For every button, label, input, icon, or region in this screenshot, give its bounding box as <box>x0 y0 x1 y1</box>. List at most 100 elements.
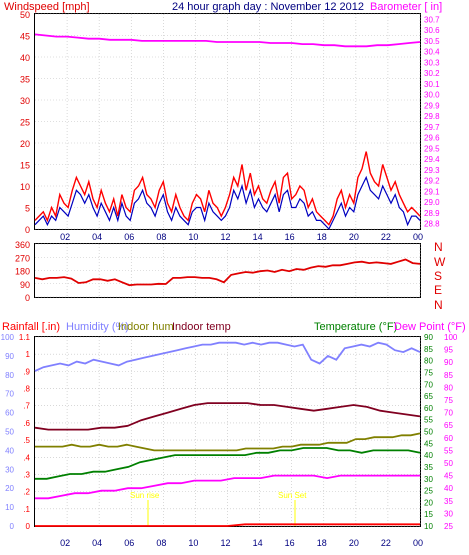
indoor-temp-axis-title: Indoor temp <box>172 321 231 333</box>
barometer-tick-label-7: 29.5 <box>424 144 440 153</box>
humidity-axis-title: Humidity (%) <box>66 321 129 333</box>
dewpoint-tick-label-0: 25 <box>444 522 453 531</box>
wind-tick-label-5: 5 <box>25 204 30 214</box>
rainfall-tick-label-11: 1.1 <box>19 333 31 342</box>
weather-x-tick-12: 12 <box>220 538 230 548</box>
barometer-tick-label-2: 29.0 <box>424 198 440 207</box>
wind-x-tick-06: 06 <box>124 232 134 242</box>
wind-tick-label-50: 50 <box>20 10 30 20</box>
wind-x-tick-02: 02 <box>60 232 70 242</box>
rainfall-tick-label-9: .9 <box>23 367 30 376</box>
temperature-tick-label-10: 60 <box>424 404 433 413</box>
temperature-tick-label-14: 80 <box>424 357 433 366</box>
direction-tick-label-90: 90 <box>20 280 30 290</box>
temperature-tick-label-4: 30 <box>424 475 433 484</box>
dewpoint-tick-label-9: 70 <box>444 409 453 418</box>
direction-label-n2: N <box>434 298 443 312</box>
direction-label-e: E <box>434 283 442 297</box>
temperature-tick-label-15: 85 <box>424 345 433 354</box>
wind-tick-label-15: 15 <box>20 161 30 171</box>
dewpoint-line <box>35 474 420 500</box>
humidity-tick-label-8: 80 <box>5 371 14 380</box>
dewpoint-tick-label-11: 80 <box>444 383 453 392</box>
direction-tick-label-180: 180 <box>15 267 30 277</box>
wind-gust-line <box>34 151 421 226</box>
rainfall-axis-title: Rainfall [.in) <box>2 321 60 333</box>
temperature-tick-label-11: 65 <box>424 392 433 401</box>
wind-x-tick-10: 10 <box>188 232 198 242</box>
temperature-tick-label-0: 10 <box>424 522 433 531</box>
humidity-tick-label-5: 50 <box>5 428 14 437</box>
barometer-tick-label-19: 30.7 <box>424 15 440 24</box>
wind-tick-label-25: 25 <box>20 118 30 128</box>
wind-x-tick-16: 16 <box>285 232 295 242</box>
direction-label-n1: N <box>434 240 443 254</box>
dewpoint-axis-title: Dew Point (°F) <box>394 321 466 333</box>
humidity-tick-label-6: 60 <box>5 409 14 418</box>
indoor-temperature-line <box>34 402 421 431</box>
direction-label-s: S <box>434 269 442 283</box>
temperature-tick-label-2: 20 <box>424 498 433 507</box>
wind-tick-label-20: 20 <box>20 139 30 149</box>
barometer-tick-label-8: 29.6 <box>424 134 440 143</box>
weather-x-tick-08: 08 <box>156 538 166 548</box>
temperature-tick-label-7: 45 <box>424 439 433 448</box>
direction-label-w: W <box>434 255 446 269</box>
wind-x-tick-08: 08 <box>156 232 166 242</box>
rainfall-tick-label-7: .7 <box>23 402 30 411</box>
barometer-tick-label-6: 29.4 <box>424 155 440 164</box>
temperature-tick-label-8: 50 <box>424 428 433 437</box>
temperature-tick-label-12: 70 <box>424 380 433 389</box>
sunset-label: Sun Set <box>278 491 307 500</box>
direction-tick-label-0: 0 <box>25 293 30 303</box>
rainfall-tick-label-1: .1 <box>23 505 30 514</box>
weather-x-tick-22: 22 <box>381 538 391 548</box>
wind-x-tick-22: 22 <box>381 232 391 242</box>
weather-x-tick-20: 20 <box>349 538 359 548</box>
humidity-tick-label-0: 0 <box>10 522 15 531</box>
temperature-tick-label-5: 35 <box>424 463 433 472</box>
rainfall-tick-label-8: .8 <box>23 385 30 394</box>
temperature-axis-title: Temperature (°F) <box>314 321 397 333</box>
weather-x-tick-04: 04 <box>92 538 102 548</box>
humidity-tick-label-4: 40 <box>5 446 14 455</box>
rainfall-tick-label-5: .5 <box>23 436 30 445</box>
dewpoint-tick-label-5: 50 <box>444 459 453 468</box>
wind-tick-label-0: 0 <box>25 225 30 235</box>
dewpoint-tick-label-12: 85 <box>444 371 453 380</box>
dewpoint-tick-label-14: 95 <box>444 346 453 355</box>
indoor-hum-axis-title: Indoor hum <box>118 321 174 333</box>
barometer-tick-label-5: 29.3 <box>424 166 440 175</box>
weather-x-tick-18: 18 <box>317 538 327 548</box>
dewpoint-tick-label-4: 45 <box>444 472 453 481</box>
dewpoint-tick-label-15: 100 <box>444 333 458 342</box>
dewpoint-tick-label-2: 35 <box>444 497 453 506</box>
dewpoint-tick-label-7: 60 <box>444 434 453 443</box>
weather-x-tick-06: 06 <box>124 538 134 548</box>
wind-x-tick-14: 14 <box>253 232 263 242</box>
wind-x-tick-18: 18 <box>317 232 327 242</box>
dewpoint-tick-label-8: 65 <box>444 421 453 430</box>
wind-x-tick-04: 04 <box>92 232 102 242</box>
weather-x-tick-16: 16 <box>285 538 295 548</box>
rainfall-line <box>35 523 420 527</box>
barometer-tick-label-14: 30.2 <box>424 69 440 78</box>
rainfall-tick-label-10: 1 <box>26 350 31 359</box>
rainfall-tick-label-2: .2 <box>23 488 30 497</box>
barometer-tick-label-12: 30.0 <box>424 91 440 100</box>
temperature-line <box>35 447 421 480</box>
wind-tick-label-45: 45 <box>20 32 30 42</box>
wind-tick-label-30: 30 <box>20 96 30 106</box>
wind-direction-line <box>34 258 421 287</box>
barometer-tick-label-17: 30.5 <box>424 37 440 46</box>
wind-tick-label-10: 10 <box>20 182 30 192</box>
barometer-tick-label-18: 30.6 <box>424 26 440 35</box>
barometer-tick-label-10: 29.8 <box>424 112 440 121</box>
dewpoint-tick-label-13: 90 <box>444 358 453 367</box>
wind-axis-title: Windspeed [mph] <box>4 1 90 13</box>
barometer-tick-label-11: 29.9 <box>424 101 440 110</box>
barometer-tick-label-13: 30.1 <box>424 80 440 89</box>
barometer-line <box>34 33 421 48</box>
chart-title: 24 hour graph day : November 12 2012 <box>172 1 364 13</box>
humidity-tick-label-3: 30 <box>5 465 14 474</box>
